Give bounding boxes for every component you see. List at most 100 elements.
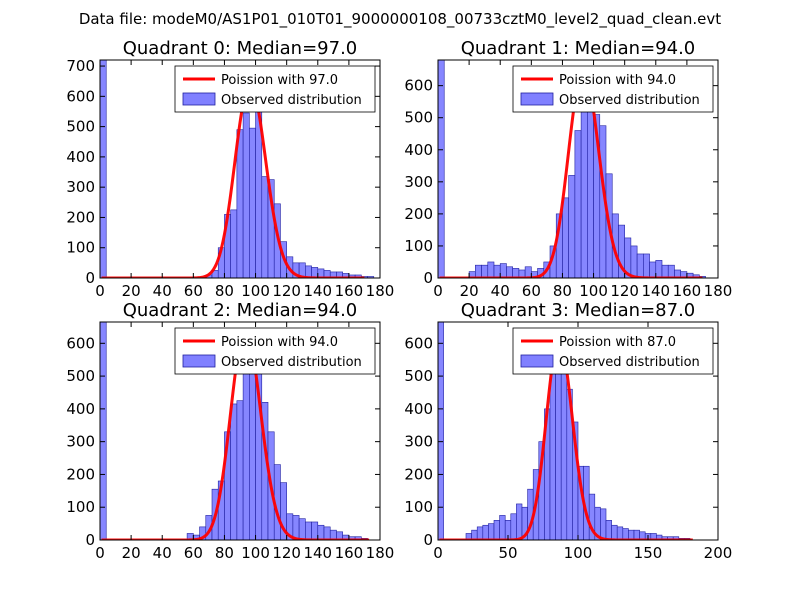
histogram-bar [655, 260, 663, 278]
quadrant-3-panel: Quadrant 3: Median=87.0 0 50 100 150 200 0 100 2… [404, 300, 732, 562]
histogram-bar [643, 253, 650, 278]
quadrant-2-title: Quadrant 2: Median=94.0 [123, 300, 358, 321]
y-tick-label: 300 [404, 173, 433, 191]
y-tick-label: 500 [404, 367, 433, 385]
x-tick-label: 140 [641, 282, 670, 300]
y-tick-label: 600 [404, 334, 433, 352]
y-tick-label: 400 [66, 148, 95, 166]
x-tick-label: 120 [272, 544, 301, 562]
histogram-bar [493, 520, 500, 540]
quadrant-1-legend: Poission with 94.0 Observed distribution [512, 65, 714, 113]
histogram-bar [481, 264, 489, 278]
y-tick-label: 300 [66, 178, 95, 196]
x-tick-label: 100 [241, 282, 270, 300]
histogram-bar [493, 264, 501, 278]
histogram-bar [510, 513, 517, 540]
histogram-bar [568, 175, 576, 278]
x-tick-label: 100 [579, 282, 608, 300]
quadrant-2-legend: Poission with 94.0 Observed distribution [174, 327, 376, 375]
histogram-bar [311, 521, 319, 540]
x-tick-label: 80 [553, 282, 572, 300]
x-tick-label: 160 [335, 544, 364, 562]
histogram-bar [242, 112, 250, 278]
y-tick-label: 100 [66, 498, 95, 516]
quadrant-0-panel: Quadrant 0: Median=97.00 20 40 60 80 100 120 14… [66, 38, 394, 300]
histogram-bar [292, 515, 300, 540]
quadrant-0-title: Quadrant 0: Median=97.0 [123, 38, 358, 59]
y-tick-label: 200 [404, 205, 433, 223]
x-tick-label: 40 [153, 282, 172, 300]
quadrant-2-panel: Quadrant 2: Median=94.00 20 40 60 80 100 120 14… [66, 300, 394, 562]
legend-observed-swatch [520, 354, 554, 368]
y-tick-label: 0 [423, 531, 433, 549]
histogram-bar [438, 60, 445, 278]
quadrant-0-legend: Poission with 97.0 Observed distribution [174, 65, 376, 113]
y-tick-label: 0 [85, 269, 95, 287]
histogram-bar [506, 266, 513, 278]
y-tick-label: 0 [423, 269, 433, 287]
x-tick-label: 50 [498, 544, 517, 562]
histogram-bar [616, 526, 624, 540]
y-tick-label: 600 [66, 334, 95, 352]
legend-observed-swatch [182, 354, 216, 368]
quadrant-3-title: Quadrant 3: Median=87.0 [461, 300, 696, 321]
x-tick-label: 60 [522, 282, 541, 300]
x-tick-label: 160 [673, 282, 702, 300]
histogram-bar [499, 263, 507, 278]
histogram-bar [317, 524, 325, 540]
histogram-bar [482, 524, 489, 540]
quadrant-1-axes-frame [437, 59, 719, 279]
histogram-bar [649, 261, 657, 278]
y-tick-label: 0 [85, 531, 95, 549]
x-tick-label: 40 [153, 544, 172, 562]
y-tick-label: 700 [66, 57, 95, 75]
legend-observed-label: Observed distribution [559, 355, 700, 370]
histogram-bar [305, 521, 312, 540]
histogram-bar [580, 94, 588, 278]
x-tick-label: 80 [215, 282, 234, 300]
quadrant-2-axes-frame [99, 321, 381, 541]
y-tick-label: 500 [404, 109, 433, 127]
histogram-bar [667, 264, 675, 278]
x-tick-label: 140 [303, 544, 332, 562]
x-tick-label: 100 [241, 544, 270, 562]
histogram-bar [622, 528, 629, 540]
histogram-bar [236, 400, 244, 540]
histogram-bar [600, 508, 607, 540]
y-tick-label: 300 [404, 433, 433, 451]
x-tick-label: 0 [95, 282, 105, 300]
histogram-bar [249, 127, 256, 278]
histogram-bar [487, 261, 495, 278]
quadrant-2-plot-area [100, 322, 370, 540]
legend-poisson-label: Poission with 94.0 [221, 335, 338, 350]
legend-observed-label: Observed distribution [559, 93, 700, 108]
histogram-bar [516, 503, 523, 540]
histogram-bar [230, 403, 238, 540]
legend-poisson-label: Poission with 94.0 [559, 73, 676, 88]
histogram-bar [562, 197, 569, 278]
histogram-bar [100, 322, 107, 540]
quadrant-0-axes-frame [99, 59, 381, 279]
y-tick-label: 100 [404, 498, 433, 516]
histogram-bar [661, 264, 669, 278]
legend-observed-label: Observed distribution [221, 93, 362, 108]
histogram-bar [298, 518, 306, 540]
histogram-bar [488, 523, 495, 540]
legend-observed-swatch [520, 92, 554, 106]
legend-observed-swatch [182, 92, 216, 106]
x-tick-label: 180 [366, 282, 395, 300]
y-tick-label: 200 [404, 465, 433, 483]
histogram-bar [100, 60, 107, 278]
y-tick-label: 400 [404, 141, 433, 159]
quadrant-1-title: Quadrant 1: Median=94.0 [461, 38, 696, 59]
y-tick-label: 100 [66, 239, 95, 257]
histogram-bar [630, 245, 638, 278]
x-tick-label: 20 [122, 544, 141, 562]
x-tick-label: 0 [433, 282, 443, 300]
x-tick-label: 0 [433, 544, 443, 562]
y-tick-label: 600 [66, 87, 95, 105]
y-tick-label: 200 [66, 208, 95, 226]
y-tick-label: 100 [404, 237, 433, 255]
histogram-bar [280, 482, 287, 540]
